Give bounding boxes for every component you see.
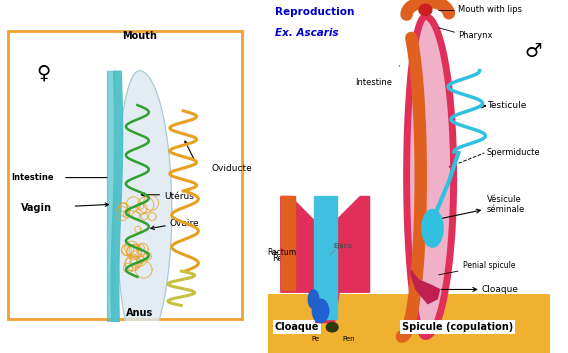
Text: Rectum: Rectum bbox=[267, 248, 296, 257]
Polygon shape bbox=[116, 71, 172, 349]
Text: ♀: ♀ bbox=[37, 63, 51, 82]
Text: Mouth with lips: Mouth with lips bbox=[458, 5, 523, 14]
Ellipse shape bbox=[312, 299, 329, 323]
Text: Anus: Anus bbox=[126, 308, 153, 318]
Ellipse shape bbox=[419, 4, 432, 16]
Text: Ovaire: Ovaire bbox=[170, 219, 199, 228]
Text: Vagin: Vagin bbox=[20, 203, 52, 213]
Polygon shape bbox=[281, 197, 370, 323]
Text: Pe: Pe bbox=[312, 336, 320, 342]
Text: Oviducte: Oviducte bbox=[212, 163, 253, 173]
Text: Spicule (copulation): Spicule (copulation) bbox=[402, 322, 513, 332]
Ellipse shape bbox=[327, 323, 338, 332]
Text: Cloaque: Cloaque bbox=[275, 322, 319, 332]
Text: Pharynx: Pharynx bbox=[458, 31, 493, 40]
Text: Ejacu: Ejacu bbox=[333, 243, 352, 249]
Text: Rectum: Rectum bbox=[273, 255, 304, 263]
Text: Testicule: Testicule bbox=[487, 101, 526, 110]
Text: Reproduction: Reproduction bbox=[275, 7, 354, 17]
FancyBboxPatch shape bbox=[7, 31, 243, 319]
Text: Ex. Ascaris: Ex. Ascaris bbox=[275, 28, 339, 38]
Text: Spermiducte: Spermiducte bbox=[487, 149, 540, 157]
Text: Intestine: Intestine bbox=[11, 173, 54, 182]
Polygon shape bbox=[281, 197, 295, 290]
Polygon shape bbox=[407, 17, 454, 336]
Text: Utérus: Utérus bbox=[164, 192, 194, 201]
Text: Mouth: Mouth bbox=[122, 31, 157, 41]
Polygon shape bbox=[314, 197, 337, 319]
Text: Pen: Pen bbox=[342, 336, 355, 342]
Ellipse shape bbox=[422, 209, 443, 247]
Text: Cloaque: Cloaque bbox=[482, 285, 519, 294]
Text: ♂: ♂ bbox=[525, 42, 542, 61]
Text: Intestine: Intestine bbox=[355, 78, 392, 87]
Text: Vésicule
séminale: Vésicule séminale bbox=[487, 195, 525, 214]
Polygon shape bbox=[411, 271, 440, 304]
Bar bbox=[268, 294, 550, 353]
Ellipse shape bbox=[308, 290, 319, 309]
Text: Penial spicule: Penial spicule bbox=[463, 262, 516, 270]
